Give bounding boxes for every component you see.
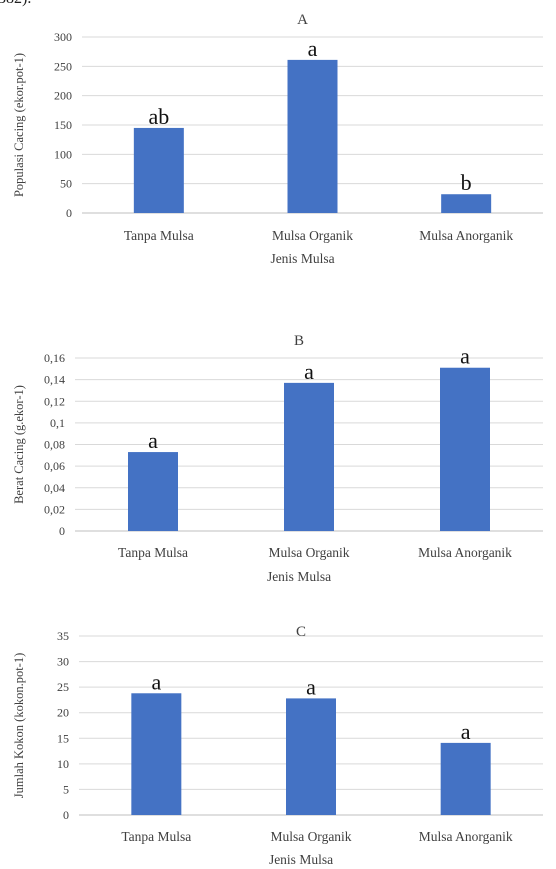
y-tick-label: 0,08 [44,438,65,452]
y-tick-label: 0,1 [50,416,65,430]
y-tick-label: 200 [54,89,72,103]
y-tick-label: 15 [57,731,69,745]
x-category-label: Mulsa Anorganik [419,829,513,844]
top-text-fragment: 382). [0,0,556,14]
y-tick-label: 0 [59,524,65,538]
y-tick-label: 150 [54,118,72,132]
bar-data-label: a [148,428,158,453]
y-tick-label: 0,14 [44,373,65,387]
y-tick-label: 20 [57,706,69,720]
chart-title: B [294,333,304,349]
top-fragment-text: 382). [0,0,31,8]
y-tick-label: 0,16 [44,351,65,365]
y-tick-label: 35 [57,629,69,643]
x-category-label: Tanpa Mulsa [118,545,188,560]
x-category-label: Mulsa Organik [268,545,349,560]
bar [133,127,184,213]
bar [128,452,178,531]
x-category-label: Tanpa Mulsa [124,228,194,243]
x-category-label: Mulsa Organik [270,829,351,844]
y-tick-label: 30 [57,655,69,669]
bar-data-label: a [306,674,316,699]
bar-data-label: a [308,36,318,61]
x-category-label: Tanpa Mulsa [121,829,191,844]
chart-title: A [297,12,308,28]
bar [284,382,334,531]
bar-data-label: ab [148,104,169,129]
y-tick-label: 250 [54,59,72,73]
x-axis-label: Jenis Mulsa [270,251,334,266]
y-axis-label: Jumlah Kokon (kokon.pot-1) [12,653,26,798]
bar-data-label: a [460,344,470,369]
x-axis-label: Jenis Mulsa [267,569,331,584]
chart-a: 0 50 100 150 200 250 300 Aab Tanpa Mulsa a Mulsa O… [12,12,543,266]
chart-b: 0 0,02 0,04 0,06 0,08 0,1 0,12 0,14 0,16 Ba Tanpa … [12,333,543,584]
x-axis-label: Jenis Mulsa [269,852,333,867]
y-tick-label: 50 [60,177,72,191]
bar [441,194,492,213]
y-axis-label: Populasi Cacing (ekor.pot-1) [12,53,26,197]
x-category-label: Mulsa Organik [272,228,353,243]
bar-data-label: a [151,669,161,694]
y-tick-label: 10 [57,757,69,771]
chart-c: 0 5 10 15 20 25 30 35 Ca Tanpa Mulsa a Mulsa Organi… [12,624,543,867]
y-tick-label: 0,12 [44,394,65,408]
chart-title: C [296,624,306,640]
bar [131,693,182,815]
y-tick-label: 25 [57,680,69,694]
y-tick-label: 0 [66,206,72,220]
x-category-label: Mulsa Anorganik [419,228,513,243]
y-tick-label: 0,06 [44,459,65,473]
bar [440,367,490,531]
y-tick-label: 0,02 [44,502,65,516]
y-tick-label: 100 [54,147,72,161]
x-category-label: Mulsa Anorganik [418,545,512,560]
y-tick-label: 300 [54,30,72,44]
y-tick-label: 0,04 [44,481,65,495]
y-axis-label: Berat Cacing (g.ekor-1) [12,385,26,504]
bar [287,59,338,213]
bar [286,698,336,815]
bar-data-label: a [461,719,471,744]
bar [440,742,491,815]
y-tick-label: 0 [63,808,69,822]
y-tick-label: 5 [63,782,69,796]
bar-data-label: b [461,170,472,195]
bar-data-label: a [304,359,314,384]
